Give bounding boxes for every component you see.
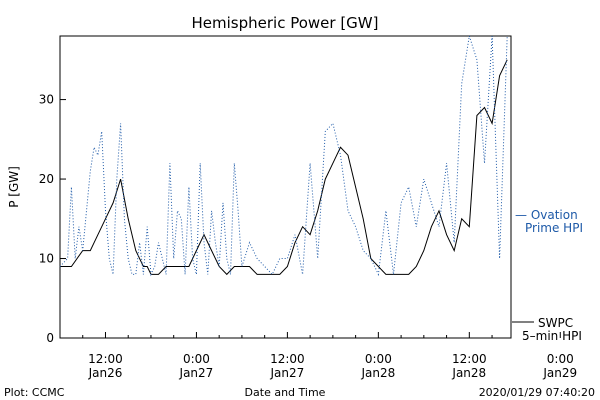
chart-title: Hemispheric Power [GW] — [192, 14, 379, 32]
x-tick-label-date: Jan27 — [270, 366, 305, 380]
y-tick-label: 20 — [39, 172, 54, 186]
y-tick-label: 10 — [39, 252, 54, 266]
x-tick-label-date: Jan26 — [88, 366, 123, 380]
series-swpc-hpi-line — [60, 59, 508, 276]
y-axis-ticks: 0 10 20 30 — [39, 93, 66, 345]
footer-timestamp: 2020/01/29 07:40:20 — [479, 386, 595, 399]
plot-frame — [59, 35, 512, 339]
series-layer — [59, 35, 508, 277]
x-tick-label-date: Jan29 — [542, 366, 577, 380]
x-tick-label-time: 0:00 — [547, 352, 574, 366]
x-tick-label-time: 12:00 — [88, 352, 123, 366]
legend-ovation-line2: Prime HPI — [525, 221, 583, 235]
x-tick-label-date: Jan28 — [451, 366, 486, 380]
x-tick-label-date: Jan28 — [360, 366, 395, 380]
x-tick-label-time: 12:00 — [452, 352, 487, 366]
legend: — Ovation Prime HPI SWPC 5–min HPI — [512, 208, 583, 343]
y-tick-label: 30 — [39, 93, 54, 107]
legend-swpc-line1: SWPC — [538, 316, 573, 330]
x-tick-label-time: 0:00 — [365, 352, 392, 366]
x-tick-label-time: 12:00 — [270, 352, 305, 366]
series-ovation-hpi-line — [59, 35, 508, 277]
y-axis-label: P [GW] — [7, 166, 21, 208]
footer-x-axis-label: Date and Time — [245, 386, 326, 399]
x-axis-ticks: 12:00Jan260:00Jan2712:00Jan270:00Jan2812… — [59, 332, 577, 380]
y-tick-label: 0 — [46, 331, 54, 345]
footer-plot-credit: Plot: CCMC — [4, 386, 65, 399]
x-tick-label-date: Jan27 — [179, 366, 214, 380]
legend-ovation-line1: — Ovation — [515, 208, 578, 222]
x-tick-label-time: 0:00 — [183, 352, 210, 366]
legend-swpc-line2: 5–min HPI — [522, 329, 582, 343]
